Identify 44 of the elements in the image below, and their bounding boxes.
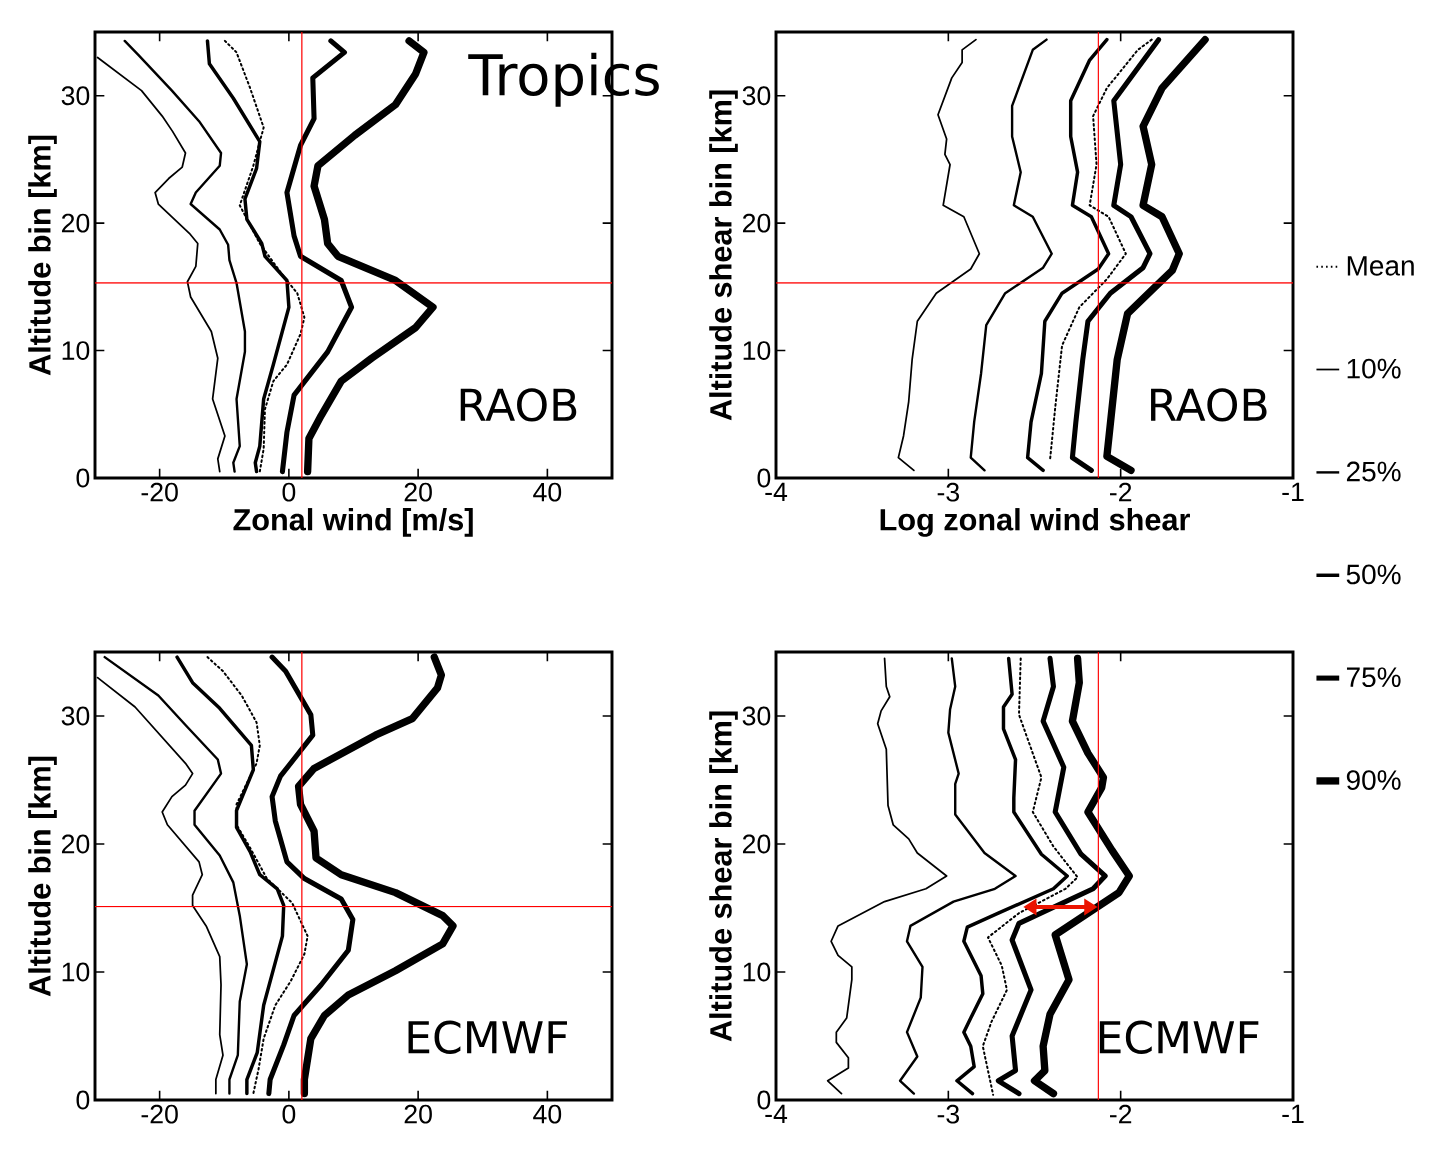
y-tick-label: 30 (742, 706, 771, 726)
y-axis-title: Altitude bin [km] (28, 756, 57, 997)
annotation: ECMWF (408, 1020, 567, 1054)
x-tick-label: 40 (533, 482, 562, 502)
x-tick-label: 0 (282, 1104, 296, 1124)
x-tick-label: -20 (141, 482, 178, 502)
y-tick-label: 10 (62, 962, 90, 982)
y-tick-label: 10 (743, 962, 771, 982)
legend-label: 75% (1346, 667, 1401, 688)
legend-label: 90% (1346, 770, 1401, 790)
y-tick-label: 20 (61, 834, 90, 854)
x-tick-label: 20 (404, 1104, 432, 1124)
x-tick-label: 0 (282, 482, 296, 502)
y-axis-title: Altitude shear bin [km] (709, 711, 738, 1042)
y-tick-label: 10 (743, 341, 771, 360)
y-tick-label: 30 (742, 86, 771, 106)
y-axis-title: Altitude bin [km] (28, 135, 57, 376)
x-tick-label: -1 (1282, 482, 1304, 502)
x-axis-title: Log zonal wind shear (880, 508, 1190, 537)
x-tick-label: 20 (404, 482, 432, 502)
y-axis-title: Altitude shear bin [km] (709, 90, 738, 421)
annotation: ECMWF (1099, 1020, 1259, 1054)
x-tick-label: 40 (533, 1104, 562, 1124)
y-tick-label: 0 (76, 468, 90, 488)
y-tick-label: 20 (61, 213, 90, 233)
y-tick-label: 10 (62, 341, 90, 360)
x-tick-label: -2 (1110, 1104, 1132, 1124)
legend-label: Mean (1347, 256, 1414, 276)
y-tick-label: 20 (742, 834, 771, 854)
x-tick-label: -2 (1110, 482, 1132, 502)
x-tick-label: -1 (1282, 1104, 1304, 1124)
annotation: RAOB (1151, 388, 1267, 422)
legend-label: 50% (1346, 564, 1401, 585)
y-tick-label: 0 (76, 1090, 90, 1110)
y-tick-label: 30 (61, 86, 90, 106)
y-tick-label: 20 (742, 213, 771, 233)
annotation: RAOB (460, 388, 577, 422)
y-tick-label: 30 (61, 706, 90, 726)
x-tick-label: -20 (141, 1104, 178, 1124)
legend-label: 25% (1346, 461, 1401, 482)
legend-label: 10% (1347, 358, 1401, 379)
x-tick-label: -3 (937, 1104, 960, 1124)
x-axis-title: Zonal wind [m/s] (233, 508, 473, 537)
x-tick-label: -3 (937, 482, 960, 502)
